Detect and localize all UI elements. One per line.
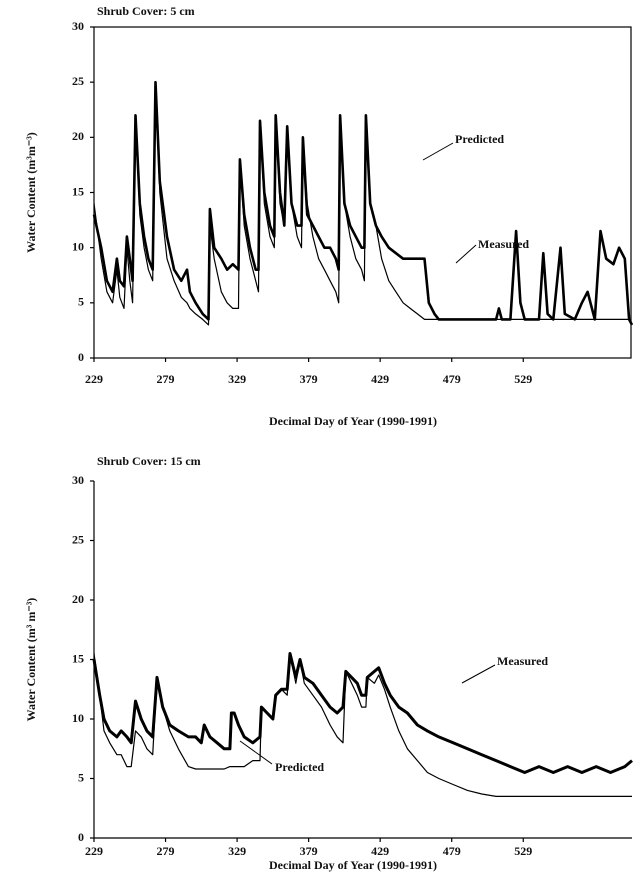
x-axis-label: Decimal Day of Year (1990-1991) <box>269 858 437 872</box>
x-tick-label: 479 <box>443 844 461 858</box>
series-label: Measured <box>497 654 548 668</box>
x-tick-label: 479 <box>443 372 461 386</box>
y-tick-label: 10 <box>72 711 84 725</box>
y-tick-label: 0 <box>78 350 84 364</box>
label-pointer <box>455 244 477 264</box>
x-tick-label: 279 <box>157 844 175 858</box>
y-tick-label: 20 <box>72 592 84 606</box>
y-tick-label: 10 <box>72 239 84 253</box>
label-pointer <box>239 740 273 765</box>
chart-title: Shrub Cover: 15 cm <box>97 454 201 468</box>
y-tick-label: 25 <box>72 74 84 88</box>
x-tick-label: 329 <box>228 844 246 858</box>
series-label: Predicted <box>455 132 504 146</box>
y-tick-label: 25 <box>72 532 84 546</box>
x-tick-label: 529 <box>514 372 532 386</box>
label-pointer <box>461 664 496 684</box>
x-tick-label: 379 <box>300 844 318 858</box>
x-tick-label: 329 <box>228 372 246 386</box>
series-line <box>92 80 633 326</box>
series-line <box>92 652 633 774</box>
label-pointer <box>422 142 454 161</box>
y-tick-label: 15 <box>72 651 84 665</box>
y-tick-label: 20 <box>72 129 84 143</box>
x-tick-label: 279 <box>157 372 175 386</box>
y-tick-label: 30 <box>72 19 84 33</box>
y-tick-label: 5 <box>78 770 84 784</box>
x-axis-label: Decimal Day of Year (1990-1991) <box>269 414 437 428</box>
x-tick-label: 429 <box>371 372 389 386</box>
x-tick-label: 429 <box>371 844 389 858</box>
y-axis-label: Water Content (m³m⁻³) <box>24 132 38 253</box>
x-tick-label: 229 <box>85 844 103 858</box>
x-tick-label: 529 <box>514 844 532 858</box>
plot-frame <box>93 26 632 359</box>
y-axis-label: Water Content (m³ m⁻³) <box>24 598 38 722</box>
y-tick-label: 15 <box>72 184 84 198</box>
chart-title: Shrub Cover: 5 cm <box>97 4 195 18</box>
x-tick-label: 379 <box>300 372 318 386</box>
y-tick-label: 30 <box>72 473 84 487</box>
series-label: Measured <box>478 237 529 251</box>
series-line <box>93 652 632 797</box>
x-tick-label: 229 <box>85 372 103 386</box>
y-tick-label: 5 <box>78 295 84 309</box>
series-line <box>93 81 633 326</box>
series-label: Predicted <box>275 760 324 774</box>
y-tick-label: 0 <box>78 830 84 844</box>
